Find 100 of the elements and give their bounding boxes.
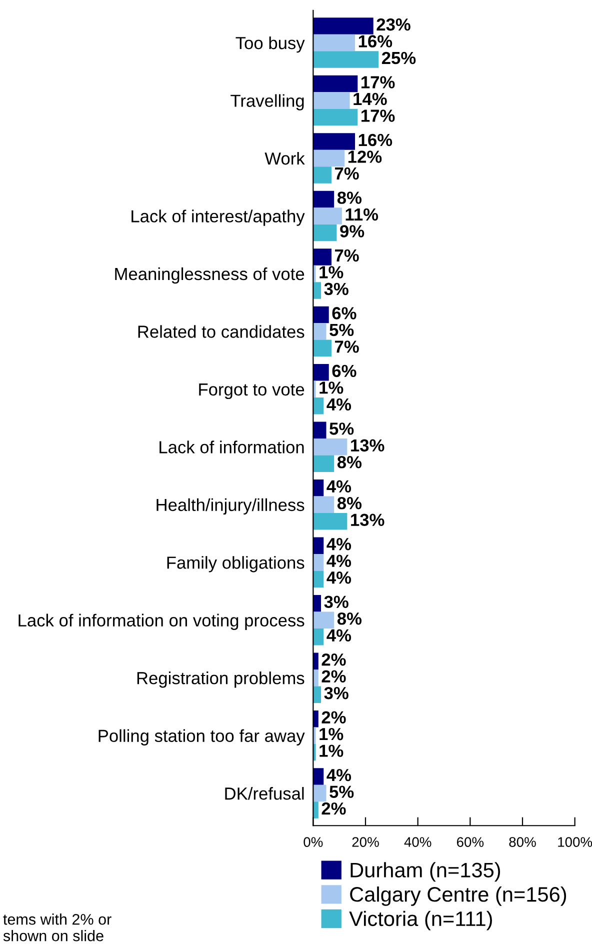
data-label: 17% [362, 110, 395, 122]
bar [313, 496, 334, 514]
data-label: 3% [324, 282, 348, 296]
bar [313, 248, 332, 266]
y-tick-label: Meaninglessness of vote [115, 267, 304, 284]
data-label: 5% [330, 786, 354, 798]
bar [313, 150, 345, 167]
y-tick-label: Related to candidates [138, 325, 304, 338]
y-tick-label: Forgot to vote [199, 384, 304, 400]
bar [313, 480, 324, 496]
bar [313, 92, 350, 109]
data-label: 5% [330, 422, 354, 435]
data-label: 16% [358, 35, 392, 48]
bar [313, 554, 324, 571]
data-label: 25% [382, 52, 416, 64]
data-label: 3% [324, 686, 348, 700]
y-tick-label: Polling station too far away [98, 729, 305, 746]
bar [313, 422, 326, 439]
data-label: 4% [326, 768, 352, 782]
text: tems with 2% or shown on slide [3, 914, 112, 942]
data-label: 7% [335, 340, 359, 353]
bar [313, 570, 324, 588]
x-tick-label: 0% [304, 837, 323, 847]
data-label: 12% [348, 150, 382, 163]
bar [313, 438, 348, 456]
y-tick-label: Registration problems [137, 672, 304, 688]
bar [313, 380, 316, 398]
data-label: 8% [337, 456, 362, 468]
x-tick-label: 20% [352, 837, 379, 847]
bar [313, 51, 379, 68]
y-tick-label: Family obligations [167, 556, 304, 572]
data-label: 17% [362, 76, 395, 88]
bar [313, 744, 316, 761]
data-label: 6% [332, 307, 356, 320]
bar [313, 802, 318, 818]
bar [313, 34, 356, 52]
bar [313, 282, 322, 299]
data-label: 23% [376, 18, 410, 31]
bar [313, 166, 332, 184]
bar [313, 323, 326, 340]
data-label: 8% [337, 192, 362, 204]
bar [313, 364, 329, 381]
bar [313, 686, 322, 703]
data-label: 9% [340, 225, 364, 238]
data-label: 4% [326, 554, 352, 567]
data-label: 1% [320, 382, 344, 394]
bar [313, 224, 337, 242]
data-label: 13% [351, 514, 384, 526]
bar [313, 768, 324, 785]
bar [313, 75, 358, 92]
bar [313, 784, 326, 802]
data-label: 4% [326, 480, 352, 493]
bar [313, 133, 356, 150]
data-label: 2% [322, 653, 346, 666]
y-tick-label: Health/injury/illness [156, 498, 304, 515]
bar [313, 190, 334, 208]
y-tick-label: Travelling [230, 94, 304, 110]
data-label: 4% [326, 398, 352, 411]
bar [313, 306, 329, 324]
data-label: 3% [324, 596, 348, 608]
bar [313, 710, 318, 728]
bar [313, 727, 316, 744]
data-label: 6% [332, 364, 356, 378]
legend-label: Calgary Centre (n=156) [350, 886, 566, 906]
data-label: 1% [320, 728, 344, 740]
x-tick-label: 40% [404, 837, 432, 847]
data-label: 1% [320, 744, 344, 757]
y-tick-label: DK/refusal [225, 787, 304, 800]
data-label: 16% [358, 134, 392, 146]
data-label: 7% [335, 249, 359, 262]
x-tick-label: 60% [456, 837, 484, 847]
bar [313, 652, 318, 670]
data-label: 4% [326, 629, 352, 642]
bar [313, 513, 348, 530]
data-label: 2% [322, 711, 346, 724]
bar [313, 594, 322, 612]
x-tick-label: 80% [509, 837, 536, 847]
bar [313, 340, 332, 357]
y-tick-label: Work [264, 152, 305, 165]
bar [313, 669, 318, 686]
data-label: 4% [326, 538, 352, 550]
y-tick-label: Lack of interest/apathy [132, 210, 305, 226]
x-tick-label: 100% [558, 837, 592, 847]
bar [313, 398, 324, 414]
data-label: 7% [335, 167, 359, 180]
data-label: 2% [322, 670, 346, 682]
y-tick-label: Too busy [236, 36, 305, 53]
bar [313, 455, 334, 472]
data-label: 4% [326, 572, 352, 584]
bar [313, 18, 374, 34]
bar [313, 537, 324, 554]
data-label: 1% [320, 266, 344, 278]
data-label: 14% [354, 92, 387, 106]
data-label: 2% [322, 802, 346, 815]
data-label: 13% [351, 439, 384, 452]
legend-label: Durham (n=135) [350, 862, 500, 882]
bar [313, 612, 334, 628]
data-label: 8% [337, 497, 362, 510]
legend-label: Victoria (n=111) [349, 910, 492, 930]
bar [313, 628, 324, 646]
